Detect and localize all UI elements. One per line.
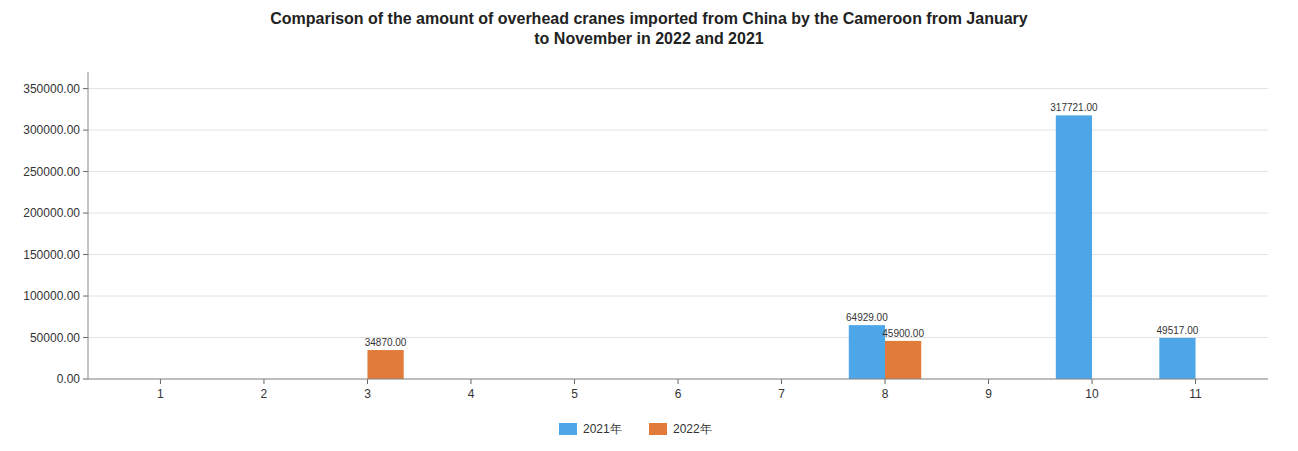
data-label: 49517.00: [1157, 325, 1199, 336]
y-tick: [83, 296, 88, 297]
y-axis-line: [88, 72, 89, 379]
x-tick-label: 2: [261, 387, 268, 401]
y-tick-label: 50000.00: [30, 331, 80, 345]
y-tick-label: 350000.00: [23, 82, 80, 96]
y-tick-label: 150000.00: [23, 248, 80, 262]
y-tick: [83, 213, 88, 214]
x-tick-label: 1: [157, 387, 164, 401]
bar: [1159, 338, 1195, 379]
data-label: 34870.00: [365, 337, 407, 348]
y-tick: [83, 379, 88, 380]
bar: [1056, 115, 1092, 379]
y-tick-label: 250000.00: [23, 165, 80, 179]
y-tick: [83, 254, 88, 255]
x-tick-label: 11: [1189, 387, 1202, 401]
x-tick-label: 3: [364, 387, 371, 401]
x-tick: [160, 379, 161, 384]
legend-label: 2022年: [673, 422, 712, 436]
x-tick: [263, 379, 264, 384]
bars: [367, 115, 1195, 379]
y-tick: [83, 337, 88, 338]
data-label: 317721.00: [1050, 102, 1098, 113]
x-tick: [885, 379, 886, 384]
x-axis-line: [88, 379, 1268, 380]
x-tick-label: 6: [675, 387, 682, 401]
grid-line: [88, 379, 1268, 380]
y-tick-label: 200000.00: [23, 206, 80, 220]
grid-line: [88, 88, 1268, 89]
y-tick: [83, 130, 88, 131]
legend: 2021年 2022年: [559, 422, 712, 436]
x-tick-label: 7: [778, 387, 785, 401]
legend-swatch: [649, 423, 667, 435]
y-tick-label: 0.00: [57, 372, 81, 386]
data-label: 64929.00: [846, 312, 888, 323]
data-label: 45900.00: [882, 328, 924, 339]
x-tick: [988, 379, 989, 384]
chart-container: Comparison of the amount of overhead cra…: [0, 0, 1298, 451]
data-labels: 64929.00 317721.00 49517.00 34870.00 45900.0…: [365, 102, 1199, 348]
x-tick: [470, 379, 471, 384]
x-tick: [574, 379, 575, 384]
bar: [849, 325, 885, 379]
x-tick-label: 9: [985, 387, 992, 401]
x-tick-label: 10: [1085, 387, 1099, 401]
x-tick: [1092, 379, 1093, 384]
y-tick: [83, 88, 88, 89]
x-tick: [367, 379, 368, 384]
bar: [367, 350, 403, 379]
x-tick-label: 5: [571, 387, 578, 401]
bar: [885, 341, 921, 379]
x-tick: [678, 379, 679, 384]
y-tick-label: 100000.00: [23, 289, 80, 303]
x-tick-label: 4: [468, 387, 475, 401]
legend-label: 2021年: [583, 422, 622, 436]
x-tick: [781, 379, 782, 384]
title: Comparison of the amount of overhead cra…: [270, 10, 1028, 47]
grid: [88, 89, 1268, 379]
chart-svg: Comparison of the amount of overhead cra…: [0, 0, 1298, 451]
x-tick: [1195, 379, 1196, 384]
y-tick-label: 300000.00: [23, 123, 80, 137]
x-tick-label: 8: [882, 387, 889, 401]
y-tick: [83, 171, 88, 172]
legend-swatch: [559, 423, 577, 435]
